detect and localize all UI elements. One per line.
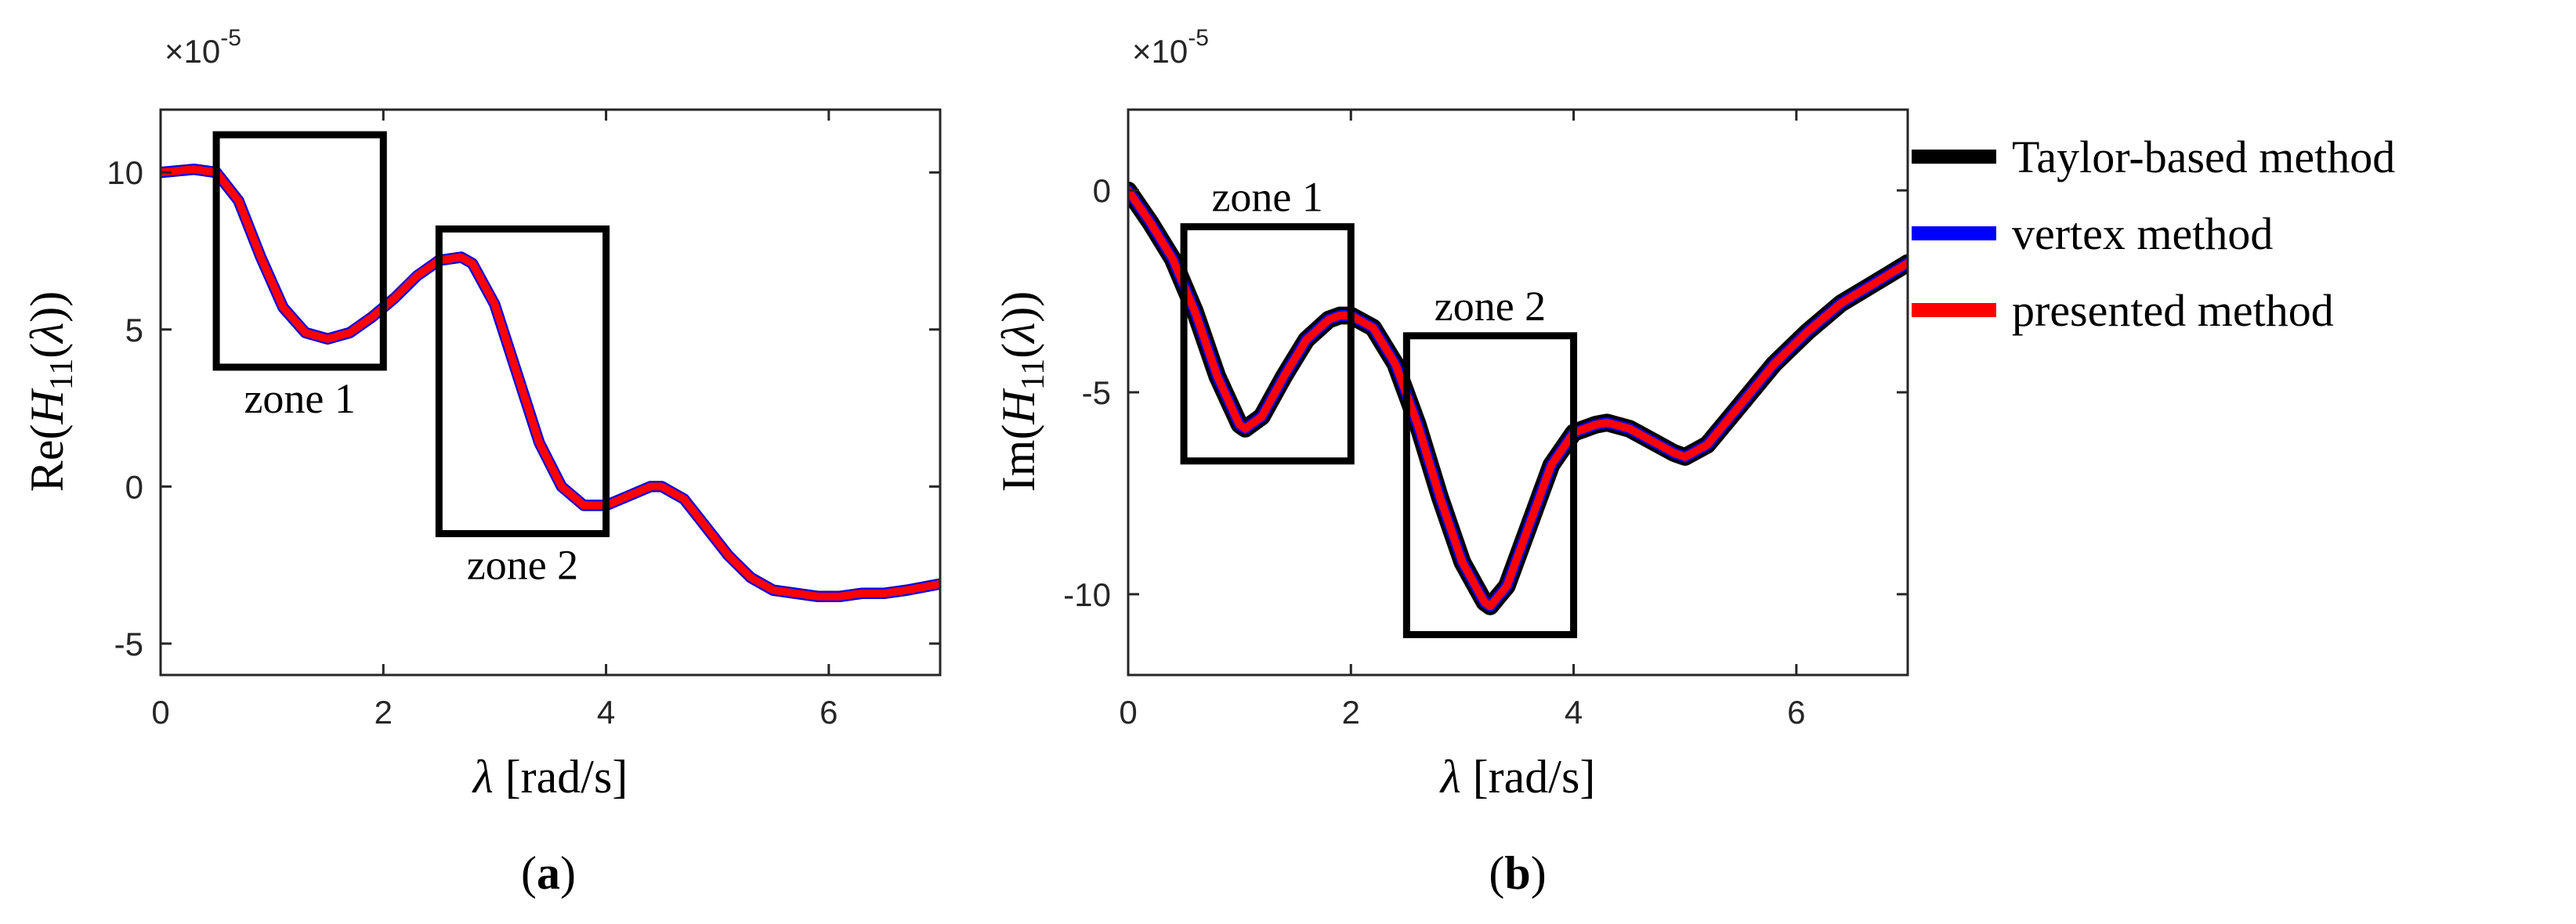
y-tick-label: -5 (1082, 374, 1111, 411)
exponent-base: ×10 (165, 33, 220, 70)
y-axis-label: Im(H11(λ)) (993, 291, 1051, 492)
legend-label-3: presented method (2012, 285, 2334, 336)
y-tick-label: -10 (1063, 576, 1111, 613)
series-group (161, 163, 940, 602)
y-label-open: ( (993, 343, 1044, 359)
zone-label-1: zone 1 (1211, 174, 1322, 221)
zone-box-2 (435, 225, 610, 537)
y-label-var: λ (21, 323, 73, 345)
y-exponent-label: ×10-5 (1132, 25, 1209, 70)
zone-label-2: zone 2 (1435, 283, 1546, 330)
legend-label-2: vertex method (2012, 208, 2273, 259)
y-axis-label: Re(H11(λ)) (21, 291, 80, 492)
x-label-var: λ (472, 751, 494, 803)
exponent-power: -5 (1188, 25, 1209, 51)
y-tick-label: 10 (107, 154, 143, 191)
y-label-open: ( (21, 343, 73, 359)
y-tick-label: -5 (114, 626, 143, 662)
series-line-presented-method (1128, 186, 1908, 611)
zone-label-2: zone 2 (467, 542, 578, 589)
y-label-var: λ (993, 323, 1044, 345)
x-tick-label: 2 (374, 694, 393, 731)
x-axis-label: λ [rad/s] (472, 751, 628, 803)
x-label-unit: [rad/s] (494, 751, 628, 803)
exponent-base: ×10 (1132, 33, 1188, 70)
x-tick-label: 6 (819, 694, 838, 731)
y-label-symbol: H (993, 388, 1044, 425)
x-tick-label: 0 (151, 694, 169, 731)
y-label-close: )) (993, 291, 1044, 323)
series-line-presented-method (161, 165, 940, 601)
x-axis-label: λ [rad/s] (1439, 751, 1596, 803)
x-tick-label: 4 (1565, 694, 1583, 731)
x-label-unit: [rad/s] (1461, 751, 1596, 803)
legend-label-1: Taylor-based method (2012, 132, 2395, 182)
panel-letter: a (537, 847, 560, 899)
y-tick-label: 0 (1093, 172, 1111, 209)
y-label-close: )) (21, 291, 73, 323)
panel-label-a: (a) (521, 847, 576, 899)
axes-frame (159, 108, 942, 677)
x-tick-label: 6 (1787, 694, 1805, 731)
x-label-var: λ (1439, 751, 1461, 803)
x-tick-label: 2 (1342, 694, 1360, 731)
zone-box-1 (212, 131, 387, 371)
y-tick-label: 0 (125, 468, 143, 505)
zone-box-1 (1180, 223, 1355, 465)
plot-area (161, 110, 940, 675)
y-label-subscript: 11 (1015, 359, 1051, 390)
legend: Taylor-based method vertex method presente… (1912, 132, 2395, 336)
zone-label-1: zone 1 (244, 375, 355, 422)
zone-box-2 (1402, 332, 1578, 638)
exponent-power: -5 (220, 25, 241, 51)
x-tick-label: 4 (597, 694, 615, 731)
series-group (1128, 181, 1908, 615)
y-label-subscript: 11 (44, 359, 80, 390)
panel-label-b: (b) (1489, 847, 1546, 899)
panel-paren-close: ) (1531, 847, 1547, 899)
y-label-symbol: H (21, 388, 73, 425)
y-label-prefix: Im( (993, 424, 1044, 493)
panel-paren-close: ) (560, 847, 576, 899)
y-label-prefix: Re( (21, 424, 73, 493)
panel-paren-open: ( (521, 847, 537, 899)
y-tick-label: 5 (125, 312, 143, 348)
y-exponent-label: ×10-5 (165, 25, 241, 70)
x-tick-label: 0 (1119, 694, 1137, 731)
panel-paren-open: ( (1489, 847, 1504, 899)
panel-letter: b (1504, 847, 1530, 899)
